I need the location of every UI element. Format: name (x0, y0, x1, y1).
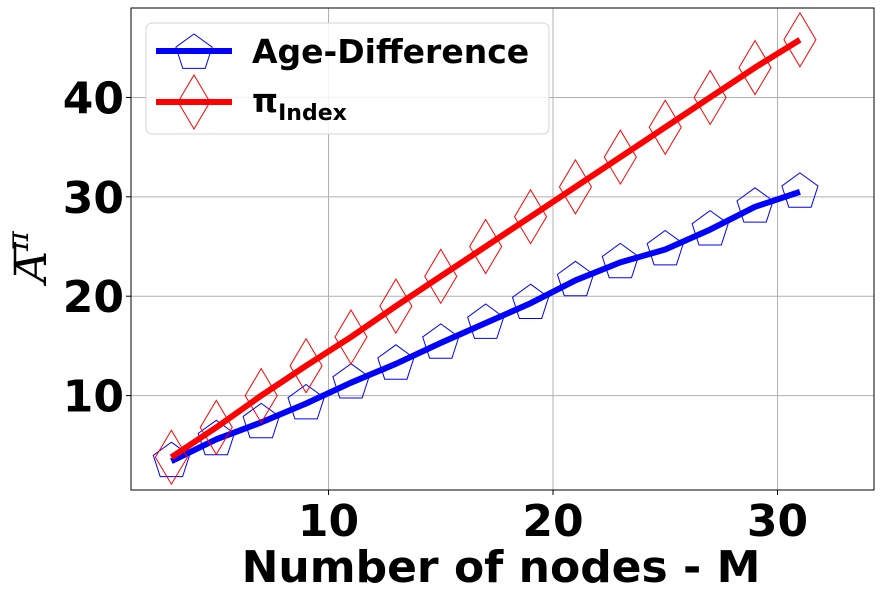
legend-label-subscript: Index (278, 101, 347, 126)
data-point-marker (467, 303, 505, 339)
legend-label-age-difference: Age-Difference (252, 32, 529, 71)
x-tick-label: 10 (298, 496, 359, 547)
data-point-marker (783, 11, 817, 68)
data-point-marker (377, 344, 415, 380)
x-tick-label: 30 (747, 496, 808, 547)
data-point-marker (603, 129, 637, 186)
x-tick-label: 20 (522, 496, 583, 547)
legend-label-pi-index: πIndex (252, 81, 347, 126)
data-point-marker (154, 429, 188, 486)
legend-marker-diamond (177, 74, 211, 130)
y-tick-label: 20 (63, 272, 124, 323)
data-point-marker (693, 69, 727, 126)
data-point-marker (287, 383, 325, 420)
legend-entry-pi-index: πIndex (156, 74, 347, 130)
data-point-marker (422, 323, 460, 359)
y-axis-label: Aπ (1, 230, 57, 287)
data-point-marker (781, 172, 819, 208)
data-point-marker (513, 188, 548, 245)
data-point-marker (601, 242, 639, 279)
legend: Age-Difference πIndex (145, 22, 550, 135)
x-axis-label: Number of nodes - M (242, 542, 761, 593)
data-point-marker (691, 209, 729, 246)
data-point-marker (646, 229, 684, 266)
y-tick-label: 30 (63, 173, 124, 224)
data-point-marker (469, 218, 503, 275)
data-point-marker (242, 402, 280, 439)
data-point-marker (152, 441, 191, 478)
data-point-marker (244, 367, 278, 424)
plot-frame (130, 7, 875, 491)
legend-marker-pentagon (175, 33, 213, 69)
data-point-marker (199, 399, 233, 456)
legend-box (145, 22, 550, 135)
data-point-marker (379, 278, 413, 335)
axis-ticks: 10 20 30 10 20 30 40 (63, 73, 808, 547)
data-point-marker (424, 248, 458, 305)
data-point-marker (332, 363, 370, 399)
y-tick-label: 10 (63, 372, 124, 423)
legend-entry-age-difference: Age-Difference (156, 32, 529, 71)
data-point-marker (334, 308, 368, 365)
series-pi-index (154, 11, 817, 486)
series-age-difference (152, 172, 819, 478)
data-point-marker (738, 39, 772, 96)
data-point-marker (648, 99, 682, 156)
svg-text:Aπ: Aπ (1, 230, 57, 287)
y-axis-label-base: A (6, 251, 57, 287)
data-point-marker (511, 283, 550, 319)
series-layer (152, 11, 819, 486)
y-axis-label-superscript: π (1, 230, 36, 252)
data-point-marker (556, 260, 595, 297)
y-tick-label: 40 (63, 73, 124, 124)
data-point-marker (289, 337, 323, 394)
data-point-marker (736, 187, 774, 223)
legend-label-pi: π (252, 81, 278, 120)
series-line (169, 37, 802, 460)
series-line (170, 189, 801, 464)
data-point-marker (558, 158, 593, 215)
